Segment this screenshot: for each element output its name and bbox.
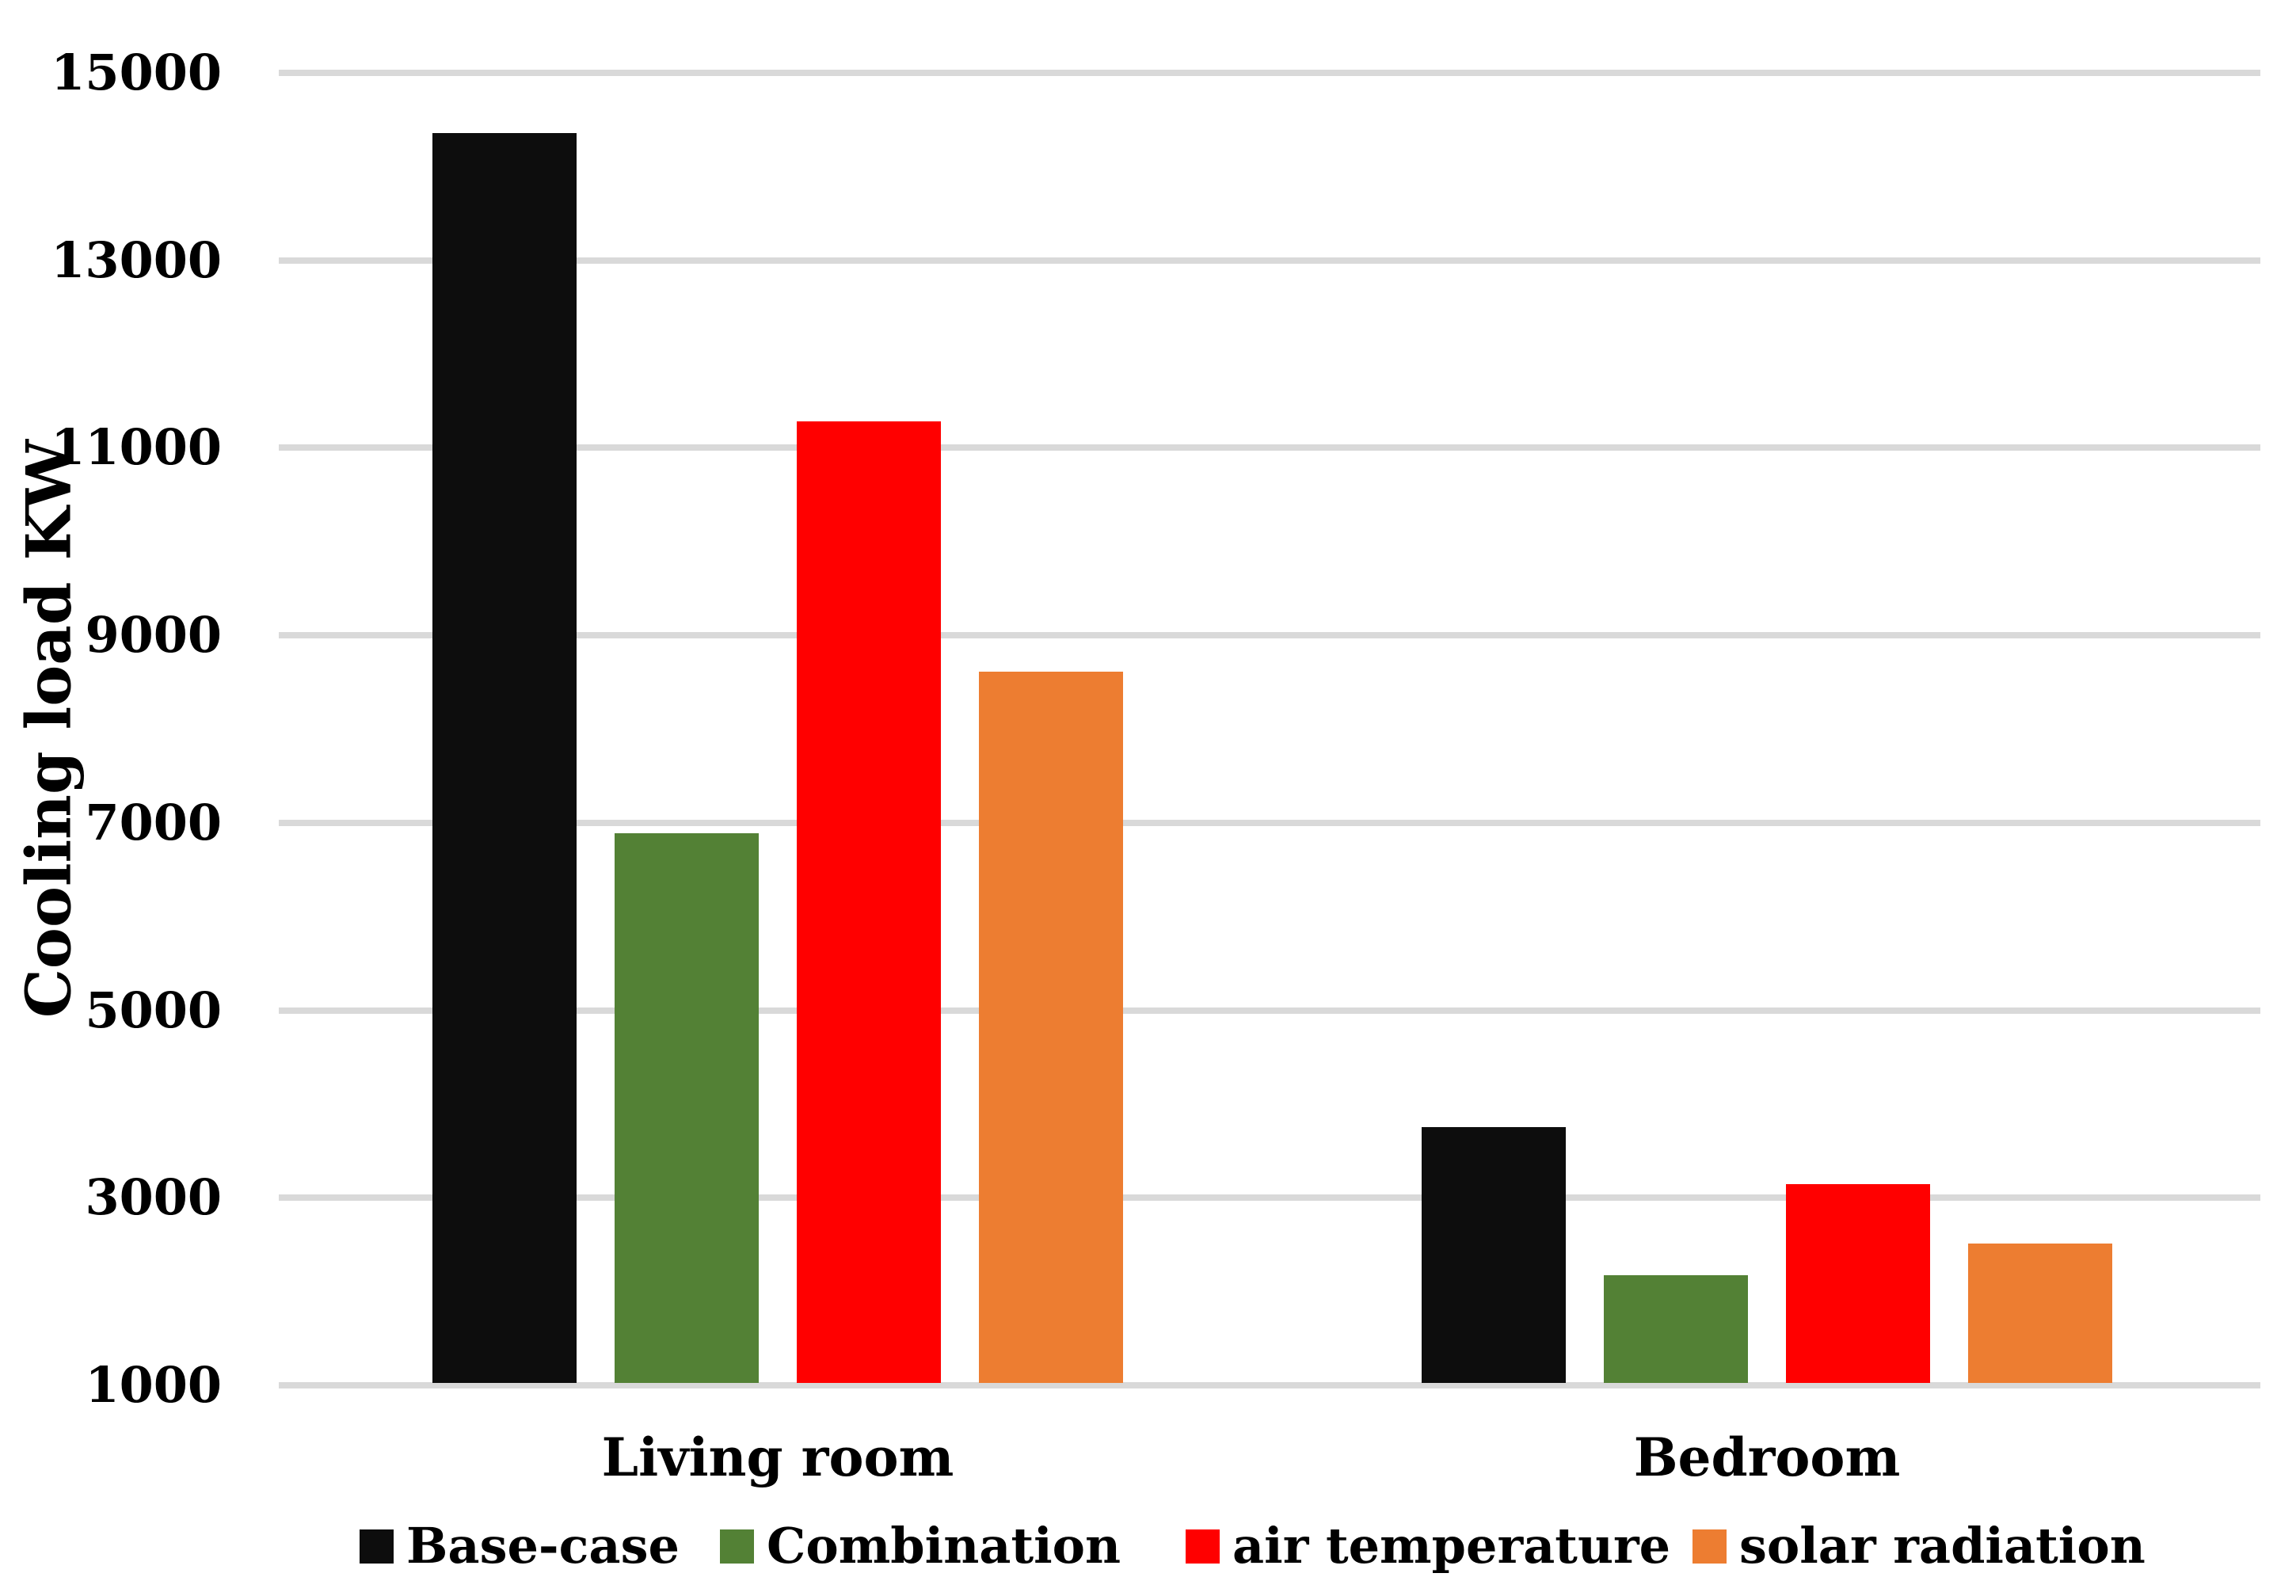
legend-marker-combination-icon (720, 1529, 754, 1564)
legend-label-air-temperature: air temperature (1232, 1517, 1671, 1575)
bar-base-case-living-room (432, 132, 577, 1383)
legend-label-combination: Combination (767, 1517, 1121, 1575)
y-tick-label: 13000 (51, 230, 222, 289)
y-tick-label: 15000 (51, 44, 222, 101)
gridline-9000 (279, 632, 2260, 639)
legend-label-solar-radiation: solar radiation (1739, 1517, 2146, 1575)
bar-air-temperature-bedroom (1786, 1184, 1930, 1383)
gridline-3000 (279, 1194, 2260, 1202)
y-tick-label: 11000 (51, 418, 222, 477)
gridline-7000 (279, 819, 2260, 826)
y-axis-title: Cooling load KW (13, 439, 86, 1019)
y-tick-label: 3000 (85, 1168, 222, 1227)
legend-item-combination: Combination (720, 1522, 1121, 1571)
y-tick-label: 5000 (85, 981, 222, 1039)
legend-marker-air-temperature-icon (1186, 1529, 1220, 1564)
bar-base-case-bedroom (1422, 1126, 1566, 1383)
x-category-label-bedroom: Bedroom (1633, 1426, 1901, 1488)
legend-marker-base-case-icon (360, 1529, 394, 1564)
gridline-15000 (279, 70, 2260, 76)
gridline-13000 (279, 257, 2260, 264)
legend-item-solar-radiation: solar radiation (1692, 1522, 2146, 1571)
bar-solar-radiation-living-room (979, 672, 1123, 1383)
bar-combination-bedroom (1604, 1274, 1748, 1383)
bar-solar-radiation-bedroom (1968, 1244, 2112, 1383)
legend-marker-solar-radiation-icon (1692, 1529, 1727, 1564)
x-category-label-living-room: Living room (601, 1426, 954, 1488)
bar-combination-living-room (615, 832, 759, 1383)
gridline-1000 (279, 1382, 2260, 1388)
legend-item-air-temperature: air temperature (1186, 1522, 1670, 1571)
y-tick-label: 7000 (85, 793, 222, 851)
legend-item-base-case: Base-case (360, 1522, 680, 1571)
bar-air-temperature-living-room (797, 421, 941, 1383)
gridline-11000 (279, 444, 2260, 451)
y-tick-label: 9000 (85, 606, 222, 665)
gridline-5000 (279, 1007, 2260, 1014)
y-tick-label: 1000 (85, 1356, 222, 1414)
legend-label-base-case: Base-case (406, 1517, 680, 1575)
